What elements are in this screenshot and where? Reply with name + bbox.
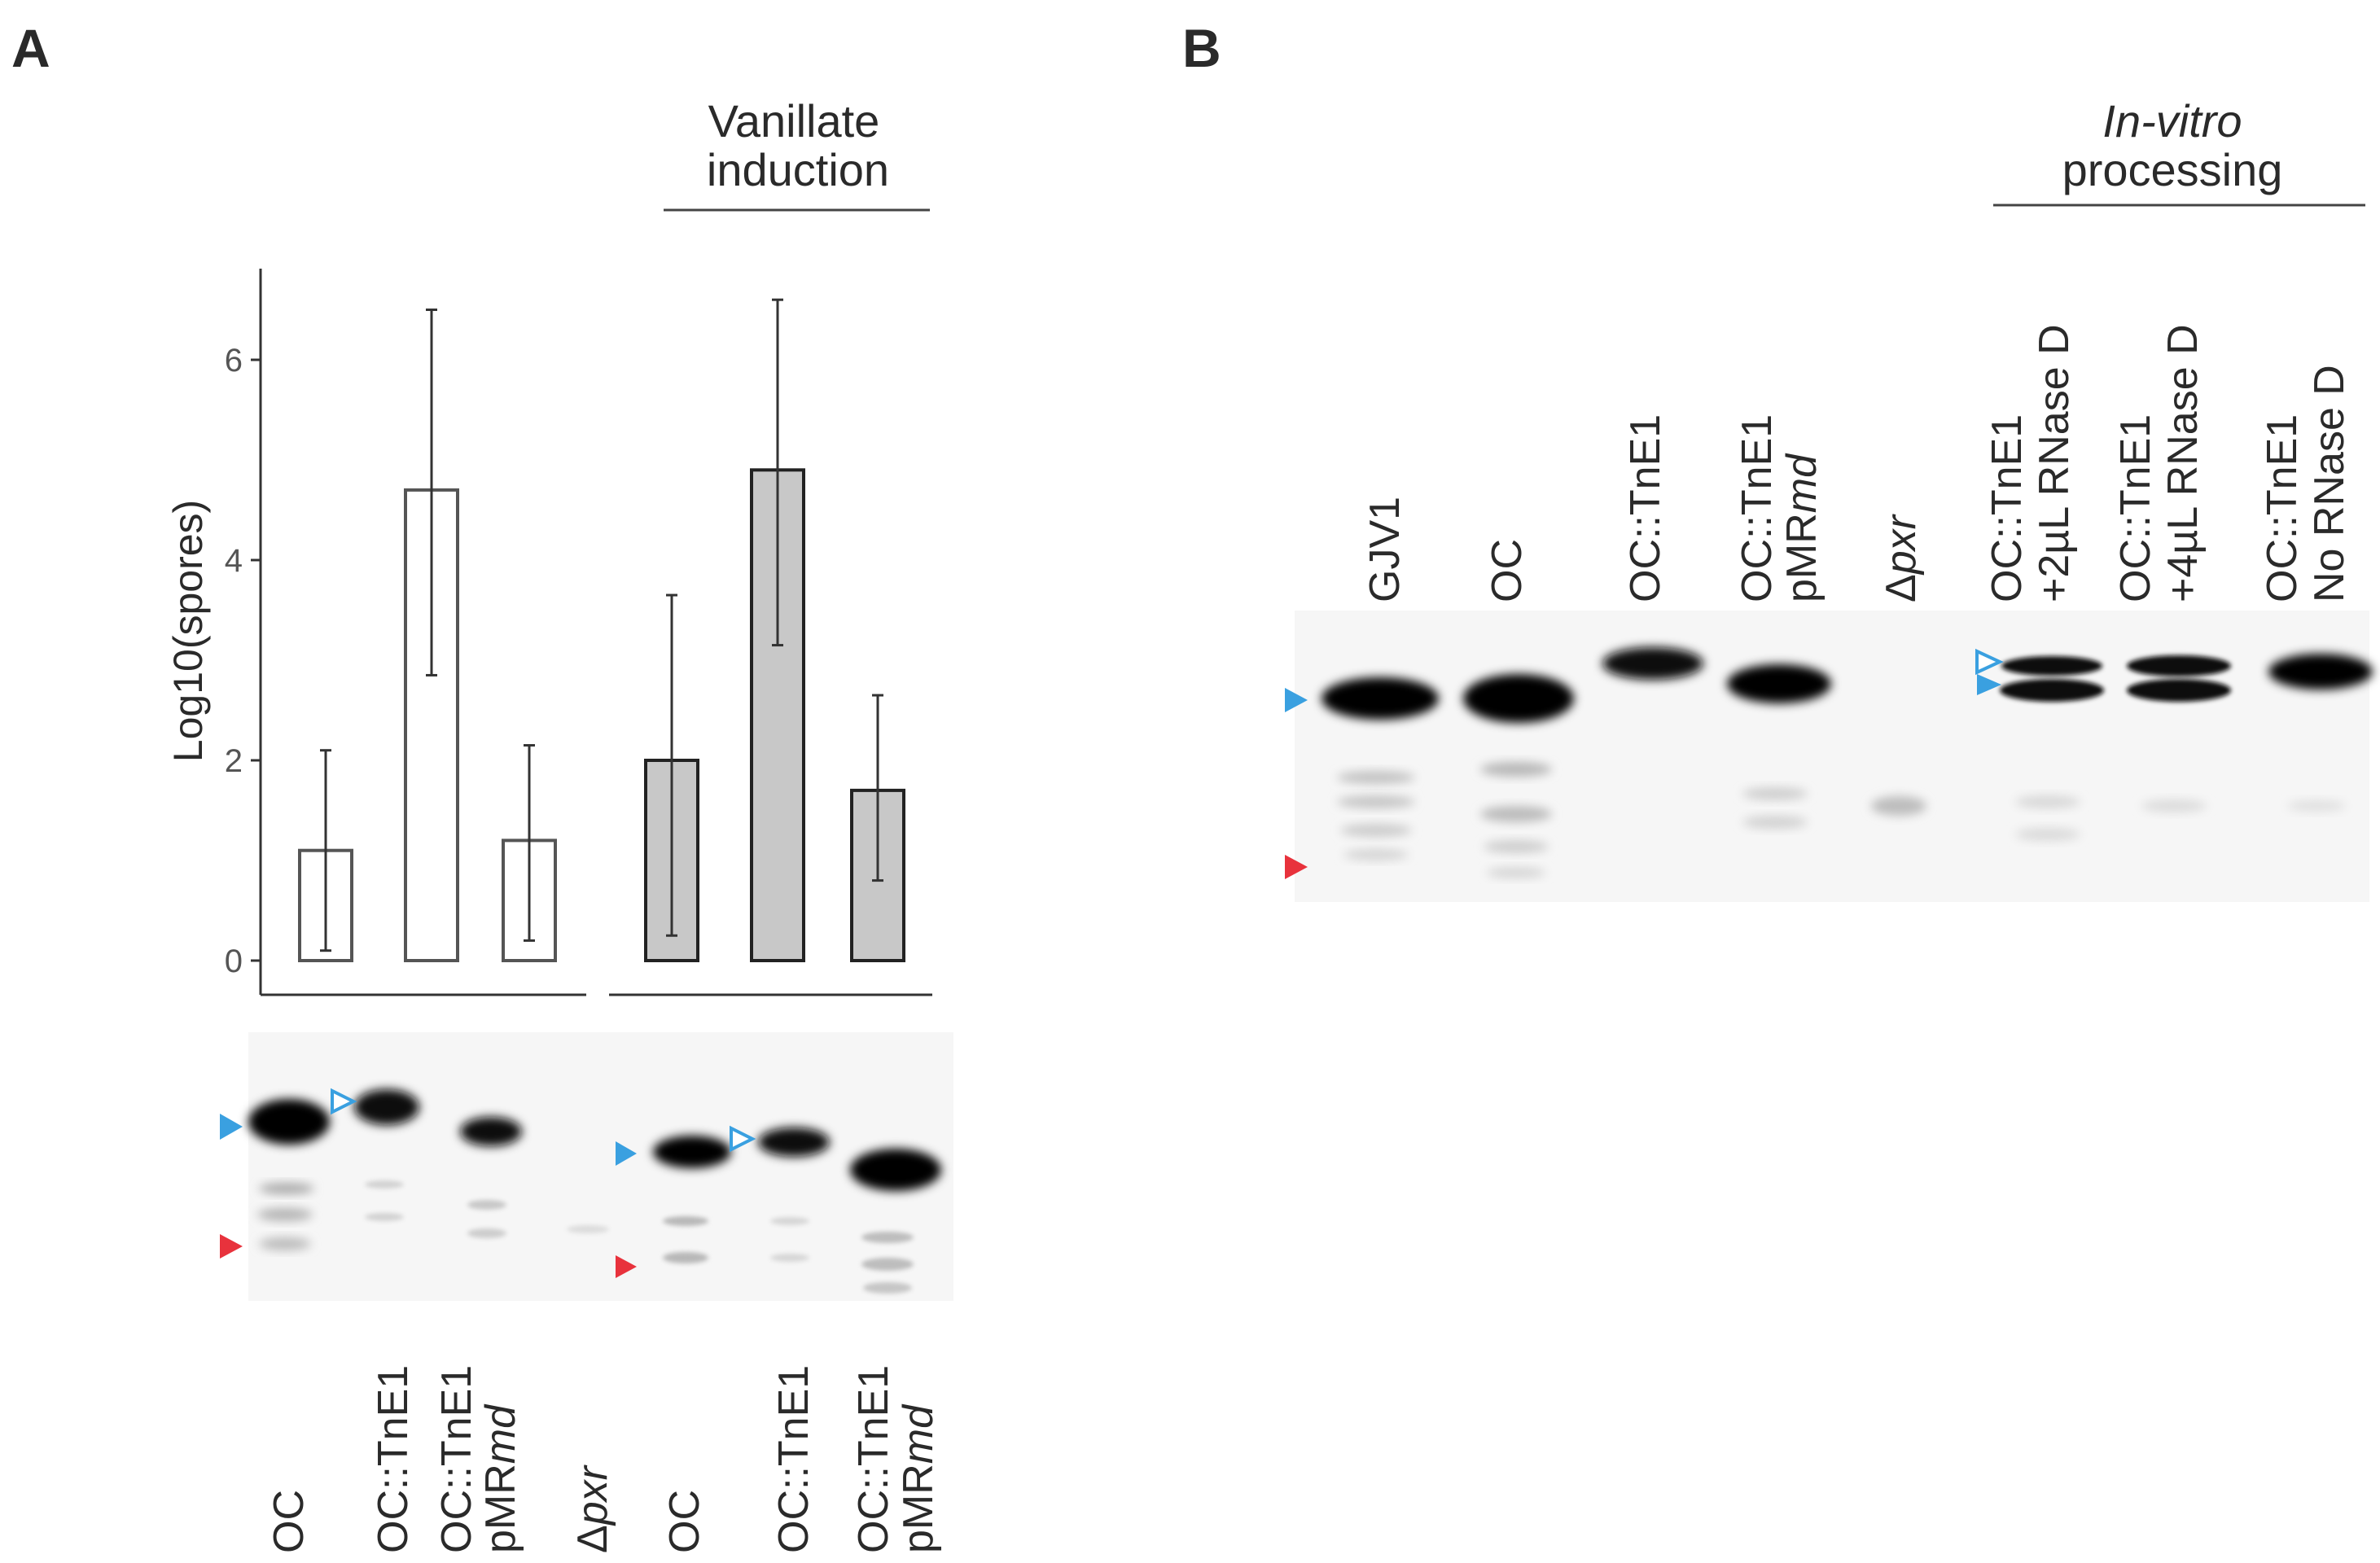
blue-open-marker-icon bbox=[1975, 648, 2004, 676]
band bbox=[653, 1136, 731, 1168]
band bbox=[248, 1099, 330, 1145]
band bbox=[460, 1117, 522, 1146]
band bbox=[2287, 800, 2346, 812]
lane-label-oc-tne1-pmrmd: OC::TnE1 bbox=[433, 1365, 480, 1553]
band bbox=[861, 1232, 914, 1243]
blue-marker-icon bbox=[220, 1114, 243, 1140]
band bbox=[467, 1228, 506, 1238]
band bbox=[2000, 679, 2104, 702]
y-axis-label: Log10(spores) bbox=[165, 500, 211, 762]
bar bbox=[750, 468, 805, 962]
lane-label-delta-pxr: Δpxr bbox=[1878, 513, 1925, 602]
band bbox=[1337, 771, 1415, 784]
band bbox=[259, 1183, 314, 1194]
gel-b bbox=[1285, 611, 2373, 902]
gel-b-lane-labels: GJV1 OC OC::TnE1 OC::TnE1 pMRmd Δpxr OC:… bbox=[1361, 324, 2353, 602]
band bbox=[1480, 806, 1552, 822]
lane-label-oc-tne1-induced: OC::TnE1 bbox=[770, 1365, 817, 1553]
band bbox=[770, 1217, 809, 1225]
lane-label-oc-tne1: OC::TnE1 bbox=[370, 1365, 417, 1553]
band bbox=[259, 1237, 311, 1250]
red-marker-icon bbox=[1285, 855, 1308, 879]
panel-b-header-line1: In-vitro bbox=[2102, 95, 2242, 147]
bars bbox=[298, 298, 905, 963]
band bbox=[2001, 656, 2102, 676]
band bbox=[354, 1089, 419, 1125]
panel-b-header-line2: processing bbox=[2062, 144, 2283, 195]
band bbox=[2015, 828, 2080, 841]
y-tick-label: 6 bbox=[225, 343, 243, 379]
band bbox=[2015, 795, 2080, 808]
band bbox=[1480, 762, 1552, 777]
blue-marker-icon bbox=[1285, 688, 1308, 712]
band bbox=[2141, 799, 2207, 812]
band bbox=[758, 1127, 830, 1157]
band bbox=[850, 1149, 941, 1191]
band bbox=[1343, 849, 1409, 860]
band bbox=[567, 1225, 609, 1233]
band bbox=[1602, 647, 1703, 680]
lane-label-oc-tne1-4ul: OC::TnE1 bbox=[2112, 414, 2159, 602]
gel-a-background bbox=[248, 1032, 953, 1301]
band bbox=[770, 1254, 809, 1262]
lane-label-oc-tne1-2ul: OC::TnE1 bbox=[1983, 414, 2031, 602]
band bbox=[1321, 677, 1439, 720]
red-marker-icon bbox=[616, 1255, 637, 1278]
y-tick-label: 2 bbox=[225, 743, 243, 779]
lane-label-oc-induced: OC bbox=[661, 1490, 708, 1553]
band bbox=[257, 1208, 313, 1221]
blue-open-marker-icon bbox=[730, 1125, 756, 1153]
panel-b-letter: B bbox=[1182, 18, 1221, 78]
band bbox=[2268, 654, 2373, 690]
band bbox=[365, 1213, 404, 1221]
panel-a-header-line2: induction bbox=[707, 144, 889, 195]
lane-label-4ul-rnase-d: +4µL RNase D bbox=[2159, 324, 2207, 602]
y-tick-label: 4 bbox=[225, 543, 243, 579]
lane-label-oc: OC bbox=[1484, 539, 1531, 602]
lane-label-pmrmd: pMRmd bbox=[1778, 453, 1826, 602]
blue-marker-icon bbox=[1977, 674, 2001, 695]
band bbox=[1742, 816, 1808, 829]
lane-label-2ul-rnase-d: +2µL RNase D bbox=[2031, 324, 2078, 602]
blue-marker-icon bbox=[616, 1141, 637, 1166]
lane-label-no-rnase-d: No RNase D bbox=[2306, 365, 2353, 602]
lane-label-oc-tne1-pmrmd-induced: OC::TnE1 bbox=[850, 1365, 897, 1553]
lane-label-oc: OC bbox=[265, 1490, 313, 1553]
band bbox=[863, 1282, 912, 1294]
band bbox=[1871, 796, 1926, 816]
band bbox=[467, 1200, 506, 1210]
band bbox=[1337, 795, 1415, 808]
gel-b-background bbox=[1295, 611, 2369, 902]
red-marker-icon bbox=[220, 1234, 243, 1259]
bar-chart: Log10(spores) 0 2 4 6 bbox=[165, 269, 932, 996]
band bbox=[1727, 664, 1831, 703]
band bbox=[2127, 655, 2231, 676]
band bbox=[2127, 679, 2231, 702]
lane-label-oc-tne1: OC::TnE1 bbox=[1622, 414, 1669, 602]
gel-a bbox=[220, 1032, 953, 1301]
panel-a-letter: A bbox=[11, 18, 50, 78]
band bbox=[861, 1258, 914, 1271]
band bbox=[1340, 824, 1412, 837]
panel-a-header-line1: Vanillate bbox=[708, 95, 880, 147]
lane-label-oc-tne1-pmrmd: OC::TnE1 bbox=[1733, 414, 1781, 602]
lane-label-delta-pxr: Δpxr bbox=[569, 1464, 616, 1553]
gel-a-lane-labels: OC OC::TnE1 OC::TnE1 pMRmd Δpxr OC OC::T… bbox=[265, 1365, 942, 1553]
band bbox=[663, 1252, 708, 1263]
band bbox=[1742, 787, 1808, 800]
band bbox=[1463, 674, 1574, 723]
lane-label-pmrmd: pMRmd bbox=[477, 1403, 524, 1553]
lane-label-oc-tne1-no: OC::TnE1 bbox=[2259, 414, 2306, 602]
band bbox=[663, 1216, 708, 1226]
y-ticks: 0 2 4 6 bbox=[225, 343, 261, 979]
lane-label-pmrmd-induced: pMRmd bbox=[895, 1403, 942, 1553]
band bbox=[1484, 840, 1549, 853]
band bbox=[1487, 867, 1545, 878]
blue-open-marker-icon bbox=[331, 1088, 357, 1115]
band bbox=[365, 1180, 404, 1189]
y-tick-label: 0 bbox=[225, 943, 243, 979]
lane-label-gjv1: GJV1 bbox=[1361, 497, 1409, 602]
